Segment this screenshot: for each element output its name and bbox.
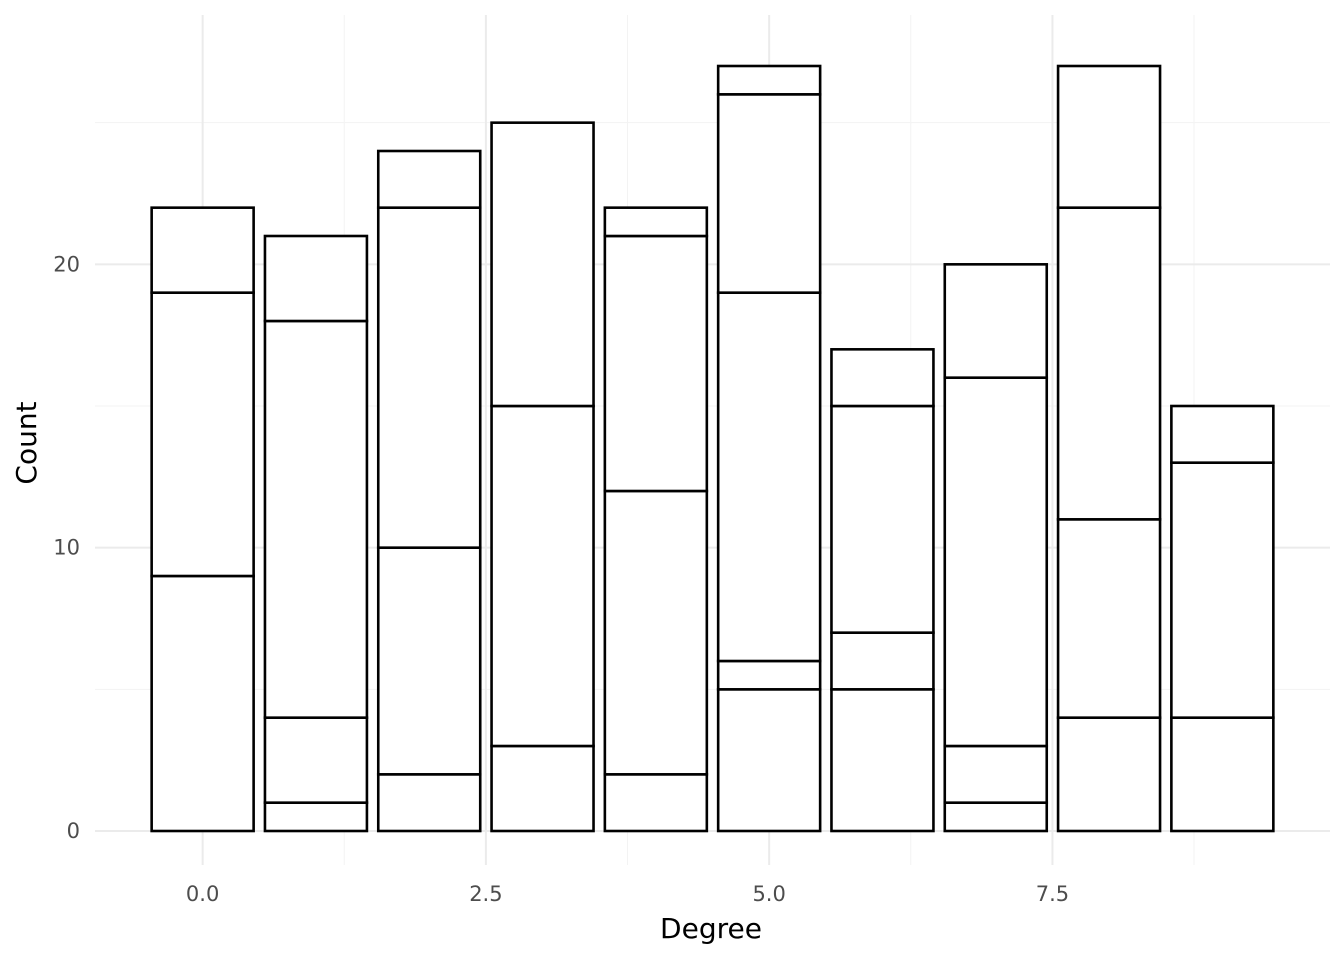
bar-segment — [376, 773, 482, 833]
bar-segment — [1056, 518, 1162, 719]
bar-stack — [1056, 64, 1162, 833]
y-tick-label: 20 — [53, 252, 80, 276]
bar-segment — [603, 206, 709, 238]
bar-segment — [263, 801, 369, 833]
y-tick-label: 10 — [53, 536, 80, 560]
y-axis-title: Count — [10, 401, 43, 484]
y-axis-tick-labels: 0 10 20 — [53, 252, 80, 843]
bar-segment — [603, 489, 709, 776]
bar-stack — [603, 206, 709, 833]
bar-segment — [376, 149, 482, 209]
bar-stack — [150, 206, 255, 833]
bar-stack — [490, 121, 595, 833]
bar-segment — [490, 121, 595, 408]
bar-segment — [1056, 64, 1162, 209]
bar-segment — [490, 404, 595, 748]
y-tick-label: 0 — [67, 819, 80, 843]
bar-segment — [150, 574, 255, 833]
bar-segment — [716, 291, 822, 663]
bar-segment — [830, 348, 935, 408]
bar-segment — [830, 688, 935, 833]
bar-segment — [150, 206, 255, 294]
bar-segment — [943, 801, 1049, 833]
bar-segment — [150, 291, 255, 578]
bar-segment — [603, 773, 709, 833]
x-axis-tick-labels: 0.0 2.5 5.0 7.5 — [186, 882, 1069, 906]
bar-segment — [490, 744, 595, 833]
x-axis-title: Degree — [660, 912, 762, 945]
bar-segment — [263, 319, 369, 719]
bar-segment — [716, 688, 822, 833]
bar-stack — [376, 149, 482, 833]
x-tick-label: 5.0 — [752, 882, 785, 906]
x-tick-label: 0.0 — [186, 882, 219, 906]
bar-segment — [1170, 716, 1275, 833]
x-tick-label: 2.5 — [469, 882, 502, 906]
bar-segment — [376, 206, 482, 549]
bar-segment — [943, 263, 1049, 379]
bar-segment — [943, 744, 1049, 804]
bar-segment — [716, 659, 822, 691]
bar-segment — [1170, 461, 1275, 719]
bar-stack — [943, 263, 1049, 833]
bar-segment — [830, 631, 935, 691]
bar-stack — [1170, 404, 1275, 833]
bar-segment — [830, 404, 935, 634]
bar-segment — [1056, 716, 1162, 833]
bar-segment — [376, 546, 482, 776]
bar-segment — [943, 376, 1049, 748]
bar-stack — [716, 64, 822, 833]
bar-segment — [1056, 206, 1162, 521]
bar-segment — [1170, 404, 1275, 464]
bar-stack — [263, 234, 369, 833]
bar-segment — [603, 234, 709, 493]
bar-segment — [263, 716, 369, 804]
x-tick-label: 7.5 — [1036, 882, 1069, 906]
bar-segment — [263, 234, 369, 323]
bar-stack — [830, 348, 935, 833]
bar-segment — [716, 64, 822, 96]
bars — [150, 64, 1275, 833]
bar-segment — [716, 93, 822, 294]
